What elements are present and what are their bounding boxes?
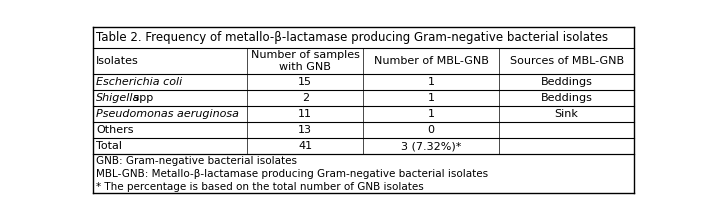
Text: spp: spp: [131, 93, 153, 103]
Text: Pseudomonas aeruginosa: Pseudomonas aeruginosa: [96, 109, 239, 119]
Text: Number of MBL-GNB: Number of MBL-GNB: [373, 56, 489, 66]
Text: Beddings: Beddings: [541, 93, 592, 103]
Text: 13: 13: [298, 125, 312, 135]
Text: Sources of MBL-GNB: Sources of MBL-GNB: [510, 56, 623, 66]
Text: Beddings: Beddings: [541, 77, 592, 87]
Text: Table 2. Frequency of metallo-β-lactamase producing Gram-negative bacterial isol: Table 2. Frequency of metallo-β-lactamas…: [96, 31, 608, 44]
Text: Total: Total: [96, 141, 122, 152]
Text: Isolates: Isolates: [96, 56, 138, 66]
Text: 1: 1: [428, 77, 435, 87]
Text: Others: Others: [96, 125, 133, 135]
Text: MBL-GNB: Metallo-β-lactamase producing Gram-negative bacterial isolates: MBL-GNB: Metallo-β-lactamase producing G…: [96, 169, 488, 179]
Text: Shigella: Shigella: [96, 93, 140, 103]
Text: 0: 0: [428, 125, 435, 135]
Text: 1: 1: [428, 109, 435, 119]
Text: * The percentage is based on the total number of GNB isolates: * The percentage is based on the total n…: [96, 182, 424, 192]
Text: 1: 1: [428, 93, 435, 103]
Text: Sink: Sink: [555, 109, 578, 119]
Text: GNB: Gram-negative bacterial isolates: GNB: Gram-negative bacterial isolates: [96, 156, 297, 166]
Text: Number of samples
with GNB: Number of samples with GNB: [251, 50, 359, 72]
Text: 11: 11: [298, 109, 312, 119]
Text: Escherichia coli: Escherichia coli: [96, 77, 182, 87]
Text: 3 (7.32%)*: 3 (7.32%)*: [401, 141, 461, 152]
Text: 2: 2: [301, 93, 309, 103]
Text: 15: 15: [298, 77, 312, 87]
Text: 41: 41: [298, 141, 312, 152]
